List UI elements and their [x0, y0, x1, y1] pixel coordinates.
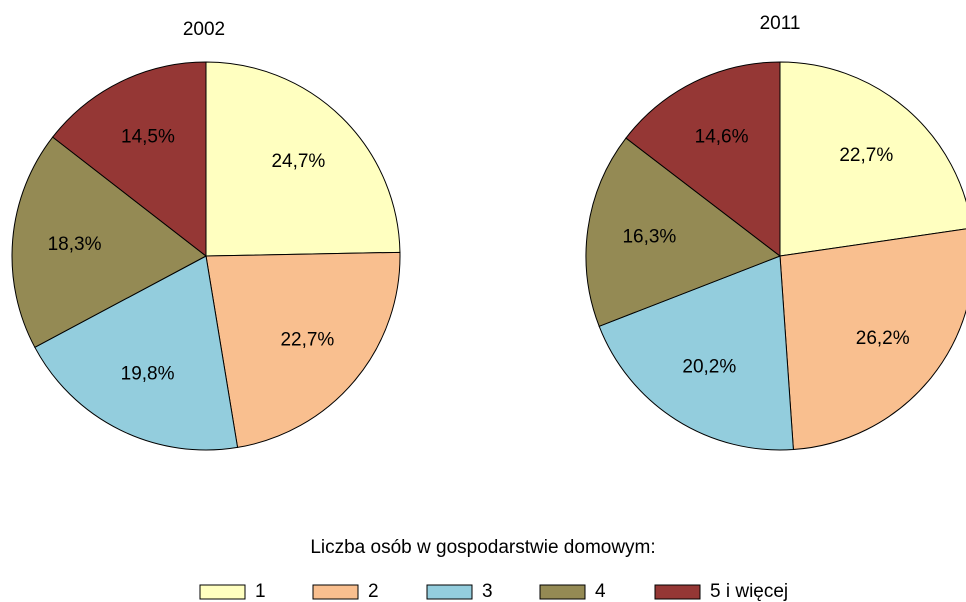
data-label: 18,3% [48, 234, 102, 255]
legend-label: 1 [255, 581, 266, 602]
pie-slice [205, 61, 401, 257]
legend-title: Liczba osób w gospodarstwie domowym: [310, 537, 655, 558]
legend-swatch [539, 584, 586, 600]
data-label: 22,7% [839, 145, 893, 166]
data-label: 20,2% [682, 356, 736, 377]
data-label: 19,8% [121, 363, 175, 384]
pie-slice [779, 61, 966, 257]
data-label: 16,3% [622, 226, 676, 247]
pie-slice [598, 255, 794, 451]
chart-title: 2011 [760, 13, 801, 34]
pie-slice [52, 61, 207, 258]
legend-label: 5 i więcej [710, 581, 788, 602]
data-label: 22,7% [280, 329, 334, 350]
legend-swatch [312, 584, 359, 600]
data-label: 24,7% [271, 151, 325, 172]
pie-slice [34, 255, 239, 451]
data-label: 14,5% [121, 127, 175, 148]
data-label: 14,6% [695, 127, 749, 148]
legend-swatch [654, 584, 701, 600]
legend-label: 3 [482, 581, 493, 602]
legend-label: 2 [368, 581, 379, 602]
legend-label: 4 [595, 581, 606, 602]
legend-swatch [426, 584, 473, 600]
legend-swatch [199, 584, 246, 600]
pie-slice [205, 251, 401, 448]
pie-slice [11, 136, 207, 348]
data-label: 26,2% [856, 328, 910, 349]
pie-slice [779, 228, 966, 451]
pie-slice [625, 61, 781, 258]
pie-slice [585, 137, 782, 327]
chart-title: 2002 [183, 19, 225, 40]
